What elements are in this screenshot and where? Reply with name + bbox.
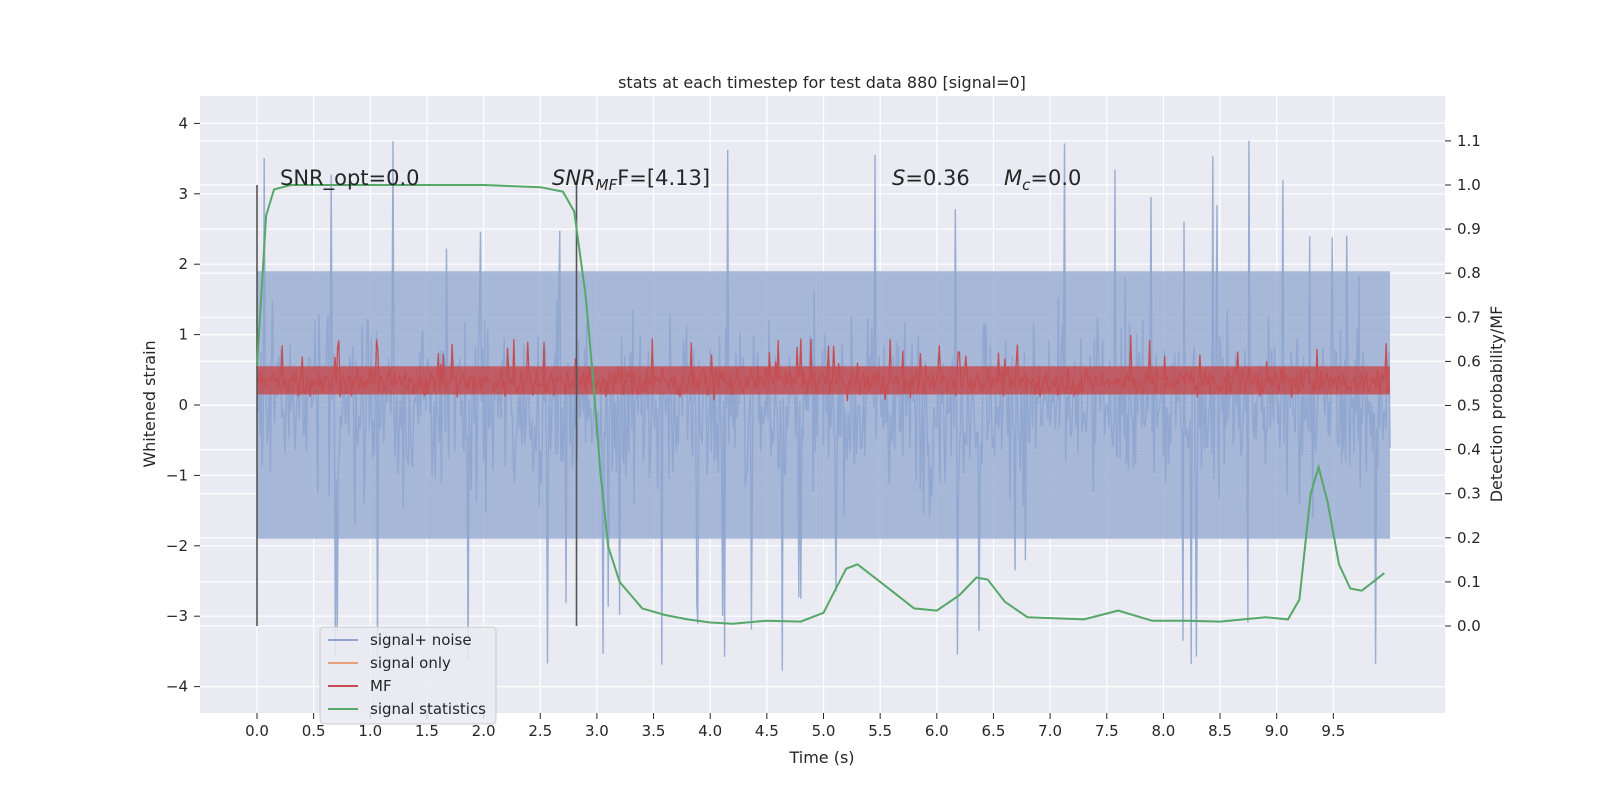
- x-axis-ticks: 0.0 0.5 1.0 1.5 2.0 2.5 3.0 3.5 4.0 4.5 5.0 5.5 6.0 6…: [245, 713, 1345, 740]
- y-right-tick-label: 0.8: [1457, 264, 1481, 282]
- y-axis-label: Whitened strain: [140, 340, 159, 467]
- mf-line: [256, 334, 1391, 402]
- y-right-axis-ticks: 1.1 1.0 0.9 0.8 0.7 0.6 0.5 0.4 0.3 0.2 0.1 0.0: [1445, 132, 1481, 635]
- y-tick-label: 1: [178, 326, 188, 344]
- y-tick-label: 2: [178, 255, 188, 273]
- annotation-snr-opt: SNR_opt=0.0: [280, 166, 420, 191]
- legend-label-signal-statistics: signal statistics: [370, 700, 486, 718]
- y-right-tick-label: 0.3: [1457, 485, 1481, 503]
- y-tick-label: −1: [166, 466, 188, 484]
- y-tick-label: −4: [166, 678, 188, 696]
- x-tick-label: 0.5: [302, 722, 326, 740]
- x-tick-label: 2.0: [472, 722, 496, 740]
- y-right-tick-label: 0.2: [1457, 529, 1481, 547]
- legend-box: [319, 626, 497, 725]
- legend: signal+ noise signal only MF signal stat…: [319, 626, 497, 725]
- y-tick-label: 4: [178, 114, 188, 132]
- chart-title: stats at each timestep for test data 880…: [618, 73, 1026, 92]
- x-tick-label: 5.0: [812, 722, 836, 740]
- y-right-tick-label: 0.1: [1457, 573, 1481, 591]
- x-tick-label: 9.0: [1265, 722, 1289, 740]
- y-tick-label: 3: [178, 185, 188, 203]
- annotation-mc: Mc=0.0: [1004, 166, 1081, 194]
- y-axis-ticks: 4 3 2 1 0 −1 −2 −3 −4: [166, 114, 200, 696]
- y-tick-label: −2: [166, 537, 188, 555]
- y-right-tick-label: 0.7: [1457, 308, 1481, 326]
- mf-series: [256, 334, 1391, 402]
- y-right-tick-label: 0.5: [1457, 397, 1481, 415]
- y-tick-label: 0: [178, 396, 188, 414]
- x-tick-label: 8.5: [1208, 722, 1232, 740]
- y-right-tick-label: 0.4: [1457, 441, 1481, 459]
- y-right-tick-label: 1.0: [1457, 176, 1481, 194]
- signal-plus-noise-series: [256, 140, 1391, 671]
- legend-label-signal-only: signal only: [370, 654, 451, 672]
- x-tick-label: 7.0: [1038, 722, 1062, 740]
- legend-label-mf: MF: [370, 677, 392, 695]
- x-tick-label: 5.5: [868, 722, 892, 740]
- signal-statistics-series: [256, 184, 1385, 625]
- x-tick-label: 8.0: [1151, 722, 1175, 740]
- x-tick-label: 4.5: [755, 722, 779, 740]
- annotation-s: S=0.36: [892, 166, 970, 190]
- x-tick-label: 1.5: [415, 722, 439, 740]
- y-right-tick-label: 0.0: [1457, 617, 1481, 635]
- x-tick-label: 7.5: [1095, 722, 1119, 740]
- y-right-tick-label: 0.6: [1457, 352, 1481, 370]
- x-tick-label: 3.5: [642, 722, 666, 740]
- y-right-tick-label: 0.9: [1457, 220, 1481, 238]
- x-tick-label: 2.5: [528, 722, 552, 740]
- x-tick-label: 3.0: [585, 722, 609, 740]
- x-tick-label: 0.0: [245, 722, 269, 740]
- x-tick-label: 6.0: [925, 722, 949, 740]
- y-right-tick-label: 1.1: [1457, 132, 1481, 150]
- y-tick-label: −3: [166, 607, 188, 625]
- y-right-axis-label: Detection probability/MF: [1487, 306, 1506, 503]
- annotation-snr-mf: SNRMFF=[4.13]: [552, 166, 710, 194]
- vertical-markers: [256, 185, 578, 626]
- x-tick-label: 6.5: [982, 722, 1006, 740]
- legend-label-signal-plus-noise: signal+ noise: [370, 631, 472, 649]
- x-tick-label: 4.0: [698, 722, 722, 740]
- signal-plus-noise-band: [257, 271, 1390, 539]
- x-axis-label: Time (s): [788, 748, 854, 767]
- x-tick-label: 9.5: [1321, 722, 1345, 740]
- x-tick-label: 1.0: [358, 722, 382, 740]
